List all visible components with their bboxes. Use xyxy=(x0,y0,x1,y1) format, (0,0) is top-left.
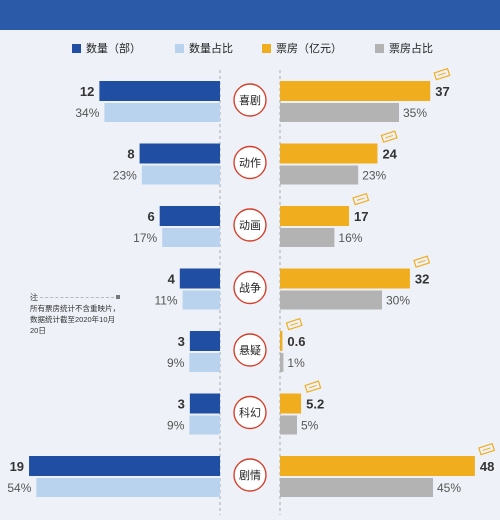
count-share-label-6: 54% xyxy=(7,481,31,495)
box-office-share-bar-3 xyxy=(280,290,382,310)
box-office-bar-5 xyxy=(280,393,302,414)
count-share-label-0: 34% xyxy=(75,106,99,120)
box-office-bar-1 xyxy=(280,143,378,164)
legend-label-box-office-share: 票房占比 xyxy=(389,43,433,55)
count-label-3: 4 xyxy=(168,272,176,287)
box-office-share-bar-1 xyxy=(280,165,359,185)
box-office-label-2: 17 xyxy=(354,209,368,224)
genre-label-5: 科幻 xyxy=(239,406,261,420)
genre-circle-2 xyxy=(233,208,267,242)
count-share-label-3: 11% xyxy=(154,294,177,308)
box-office-bar-4 xyxy=(280,331,283,351)
genre-circle-3 xyxy=(233,270,267,305)
genre-circle-0 xyxy=(233,83,267,117)
box-office-share-label-0: 35% xyxy=(403,106,427,120)
legend-swatch-box-office-share xyxy=(375,43,384,53)
legend-swatch-count xyxy=(72,43,81,53)
box-office-share-label-3: 30% xyxy=(386,294,410,308)
count-label-4: 3 xyxy=(178,334,185,349)
count-bar-3 xyxy=(179,268,220,289)
count-label-5: 3 xyxy=(178,397,185,412)
legend-item-box-office-share: 票房占比 xyxy=(375,40,433,56)
count-bar-4 xyxy=(189,331,220,351)
count-share-bar-1 xyxy=(141,165,220,185)
box-office-bar-3 xyxy=(280,268,410,289)
box-office-share-bar-6 xyxy=(280,478,433,497)
box-office-share-bar-0 xyxy=(280,103,399,122)
count-bar-1 xyxy=(139,143,220,164)
legend-swatch-box-office xyxy=(262,43,271,53)
genre-label-3: 战争 xyxy=(239,281,261,295)
count-share-bar-3 xyxy=(182,290,220,310)
count-share-bar-0 xyxy=(104,103,220,122)
count-share-label-5: 9% xyxy=(167,419,185,433)
count-share-label-1: 23% xyxy=(113,169,137,183)
genre-label-1: 动作 xyxy=(239,157,261,170)
legend-item-box-office: 票房（亿元） xyxy=(262,40,342,56)
legend-item-count: 数量（部） xyxy=(72,40,141,56)
box-office-label-5: 5.2 xyxy=(306,397,324,412)
ticket-icon xyxy=(380,130,398,143)
header-bar xyxy=(0,0,500,30)
box-office-bar-0 xyxy=(280,81,431,101)
count-bar-0 xyxy=(99,81,220,101)
count-label-6: 19 xyxy=(10,459,24,474)
box-office-label-3: 32 xyxy=(415,272,429,287)
legend: 数量（部） 数量占比 票房（亿元） 票房占比 xyxy=(0,40,500,56)
legend-item-count-share: 数量占比 xyxy=(175,40,233,56)
genre-circle-4 xyxy=(233,333,267,367)
count-label-2: 6 xyxy=(147,209,154,224)
genre-circle-6 xyxy=(233,458,267,492)
legend-label-count: 数量（部） xyxy=(86,43,141,55)
box-office-label-4: 0.6 xyxy=(287,334,305,349)
count-share-bar-6 xyxy=(36,478,221,497)
box-office-share-bar-5 xyxy=(280,415,297,435)
box-office-share-bar-4 xyxy=(280,353,284,372)
box-office-bar-2 xyxy=(280,206,350,226)
count-label-0: 12 xyxy=(80,84,94,99)
legend-swatch-count-share xyxy=(175,43,184,53)
ticket-icon xyxy=(285,317,303,331)
footnote-text: 所有票房统计不含重映片，数据统计截至2020年10月20日 xyxy=(30,304,120,335)
box-office-share-label-5: 5% xyxy=(301,419,319,433)
box-office-label-0: 37 xyxy=(435,84,449,99)
legend-label-box-office: 票房（亿元） xyxy=(276,43,342,55)
count-share-bar-2 xyxy=(162,228,220,247)
count-label-1: 8 xyxy=(127,147,134,162)
count-bar-6 xyxy=(29,456,220,476)
ticket-icon xyxy=(433,67,451,81)
footnote: 注 所有票房统计不含重映片，数据统计截至2020年10月20日 xyxy=(30,292,120,336)
genre-label-2: 动画 xyxy=(239,219,261,232)
box-office-share-label-6: 45% xyxy=(437,481,461,495)
box-office-bar-6 xyxy=(280,456,475,476)
count-share-bar-4 xyxy=(189,353,220,372)
box-office-share-label-1: 23% xyxy=(362,169,386,183)
box-office-label-6: 48 xyxy=(480,459,494,474)
box-office-share-label-4: 1% xyxy=(287,356,305,370)
count-share-label-4: 9% xyxy=(167,356,185,370)
legend-label-count-share: 数量占比 xyxy=(189,43,233,55)
footnote-marker xyxy=(116,295,120,299)
genre-circle-1 xyxy=(233,145,267,180)
count-bar-5 xyxy=(189,393,220,414)
box-office-label-1: 24 xyxy=(382,147,397,162)
ticket-icon xyxy=(413,255,431,268)
genre-label-4: 悬疑 xyxy=(239,344,261,357)
count-bar-2 xyxy=(159,206,220,226)
footnote-rule xyxy=(30,297,114,298)
genre-label-6: 剧情 xyxy=(239,469,261,482)
ticket-icon xyxy=(352,192,370,206)
count-share-label-2: 17% xyxy=(133,231,157,245)
box-office-share-bar-2 xyxy=(280,228,335,247)
ticket-icon xyxy=(304,380,322,393)
genre-label-0: 喜剧 xyxy=(239,94,261,107)
ticket-icon xyxy=(478,442,496,456)
count-share-bar-5 xyxy=(189,415,220,435)
box-office-share-label-2: 16% xyxy=(338,231,362,245)
genre-circle-5 xyxy=(233,395,267,430)
